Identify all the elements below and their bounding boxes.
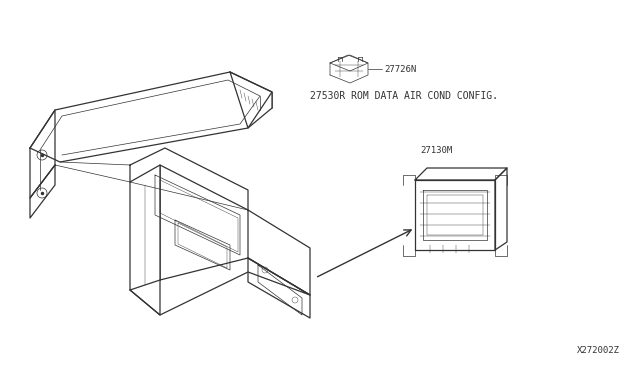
Text: X272002Z: X272002Z	[577, 346, 620, 355]
Text: 27530R ROM DATA AIR COND CONFIG.: 27530R ROM DATA AIR COND CONFIG.	[310, 91, 498, 101]
Text: 27726N: 27726N	[384, 64, 416, 74]
Text: 27130M: 27130M	[420, 146, 452, 155]
